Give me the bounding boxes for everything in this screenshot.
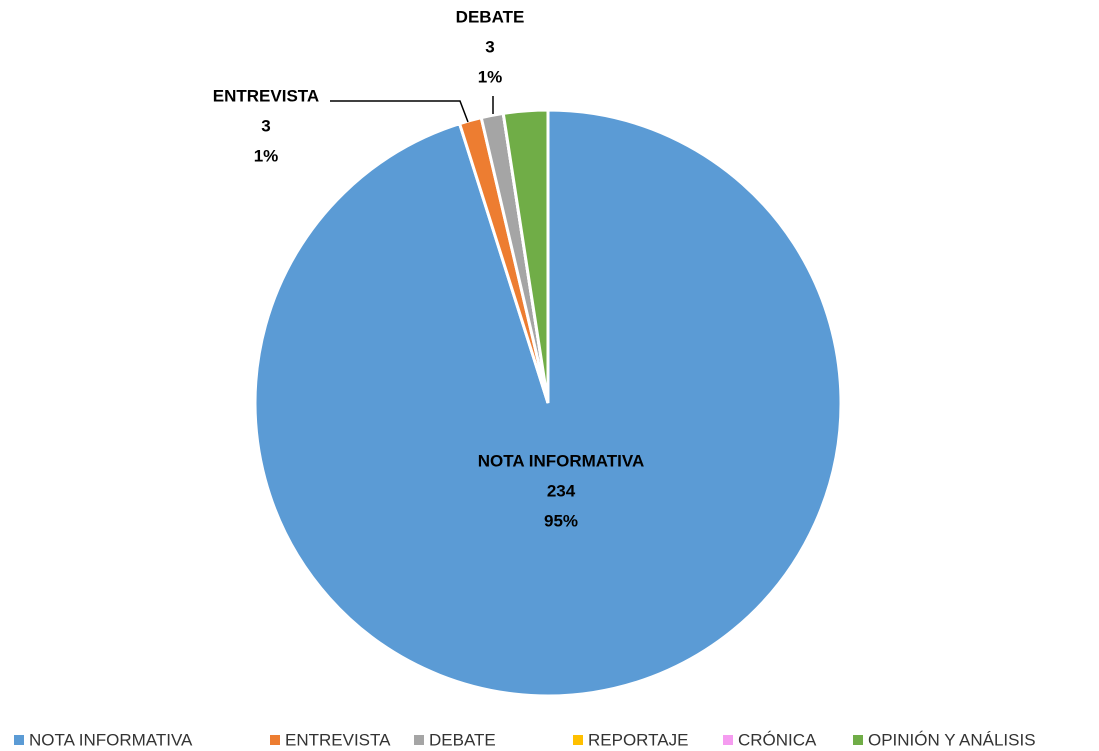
- data-label-name: DEBATE: [456, 7, 525, 26]
- leader-line: [330, 100, 469, 123]
- data-label-percent: 95%: [544, 511, 578, 530]
- legend-swatch: [414, 735, 424, 745]
- legend-swatch: [573, 735, 583, 745]
- data-label-value: 234: [547, 481, 576, 500]
- pie-slice: [501, 108, 550, 404]
- data-label-name: NOTA INFORMATIVA: [478, 451, 645, 470]
- legend-label: DEBATE: [429, 730, 496, 749]
- data-label-value: 3: [485, 37, 494, 56]
- legend-label: ENTREVISTA: [285, 730, 391, 749]
- data-label-value: 3: [261, 116, 270, 135]
- legend-swatch: [14, 735, 24, 745]
- legend-label: NOTA INFORMATIVA: [29, 730, 193, 749]
- data-label-percent: 1%: [478, 67, 503, 86]
- data-label-name: ENTREVISTA: [213, 86, 319, 105]
- legend-swatch: [853, 735, 863, 745]
- data-label-percent: 1%: [254, 146, 279, 165]
- legend-swatch: [723, 735, 733, 745]
- legend-label: REPORTAJE: [588, 730, 688, 749]
- legend-swatch: [270, 735, 280, 745]
- legend-label: OPINIÓN Y ANÁLISIS: [868, 730, 1036, 749]
- legend-label: CRÓNICA: [738, 730, 817, 749]
